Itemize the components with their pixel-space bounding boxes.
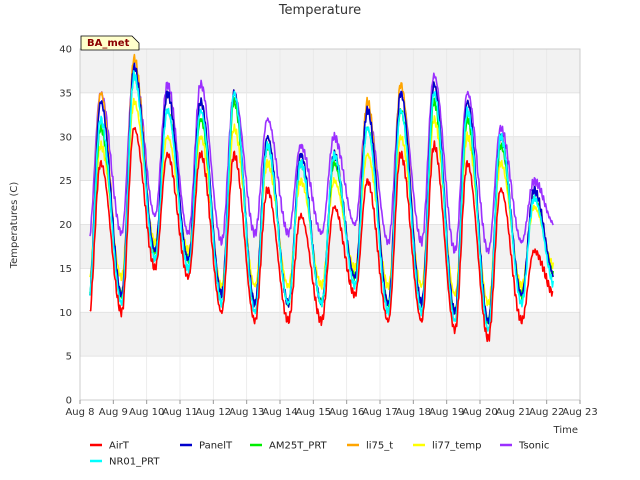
badge-label: BA_met [87, 38, 130, 49]
plot-band [80, 268, 580, 313]
x-tick-label: Aug 11 [162, 407, 197, 418]
series-line-tsonic [89, 62, 554, 255]
x-tick-label: Aug 18 [396, 407, 431, 418]
x-tick-label: Aug 14 [262, 407, 297, 418]
y-tick-label: 5 [66, 352, 72, 363]
x-axis-title: Time [553, 425, 578, 436]
series-lines [89, 53, 554, 343]
y-tick-label: 35 [59, 88, 72, 99]
series-line-nr01_prt [89, 70, 554, 332]
x-tick-label: Aug 17 [362, 407, 397, 418]
y-tick-label: 15 [59, 264, 72, 275]
plot-frame [79, 48, 581, 401]
legend-label: Tsonic [518, 441, 549, 452]
plot-band [80, 92, 580, 137]
x-tick-label: Aug 21 [496, 407, 531, 418]
legend-label: NR01_PRT [109, 457, 160, 468]
legend-label: PanelT [199, 441, 233, 452]
y-tick-label: 20 [59, 220, 72, 231]
x-tick-label: Aug 15 [296, 407, 331, 418]
legend: AirT PanelT AM25T_PRT li75_t li77_temp Tsonic… [90, 441, 549, 468]
ba-met-badge: BA_met [80, 35, 140, 51]
y-tick-label: 10 [59, 308, 72, 319]
y-axis-title: Temperatures (C) [9, 182, 20, 270]
legend-label: AirT [109, 441, 130, 452]
x-tick-label: Aug 16 [329, 407, 364, 418]
plot-band [80, 312, 580, 357]
x-tick-label: Aug 10 [129, 407, 164, 418]
x-tick-label: Aug 13 [229, 407, 264, 418]
chart-title: Temperature [278, 3, 361, 18]
y-tick-label: 25 [59, 176, 72, 187]
series-line-airt [89, 126, 554, 343]
plot-band [80, 49, 580, 93]
badge-box [80, 35, 140, 51]
x-tick-label: Aug 12 [196, 407, 231, 418]
y-tick-label: 0 [66, 396, 72, 407]
legend-label: li75_t [366, 441, 393, 452]
legend-label: AM25T_PRT [269, 441, 328, 452]
y-tick-label: 30 [59, 132, 72, 143]
x-tick-label: Aug 19 [429, 407, 464, 418]
plot-band [80, 356, 580, 400]
y-tick-label: 40 [59, 45, 72, 56]
x-tick-label: Aug 9 [99, 407, 128, 418]
x-tick-label: Aug 20 [462, 407, 497, 418]
y-axis-ticks: 0 5 10 15 20 25 30 35 40 [59, 45, 72, 407]
x-tick-label: Aug 8 [65, 407, 94, 418]
legend-label: li77_temp [432, 441, 481, 452]
x-tick-label: Aug 23 [562, 407, 597, 418]
x-tick-label: Aug 22 [529, 407, 564, 418]
